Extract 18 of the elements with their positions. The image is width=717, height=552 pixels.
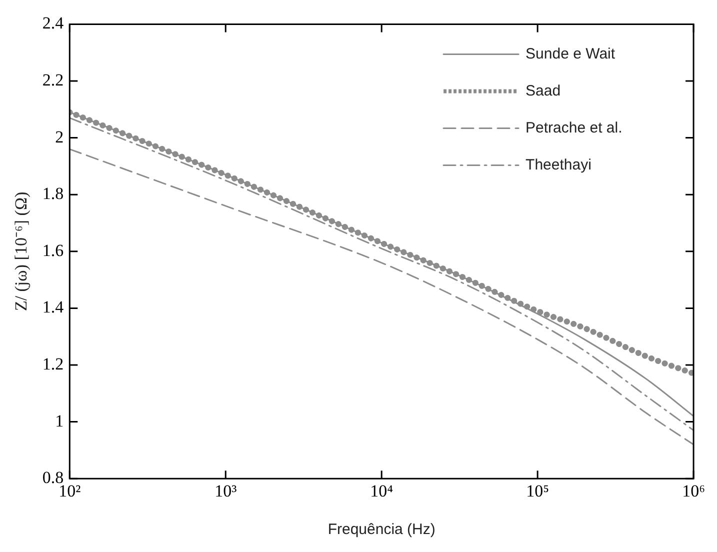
legend-label: Saad bbox=[526, 82, 561, 100]
y-tick-label: 1.6 bbox=[42, 240, 64, 260]
y-tick-label: 1.2 bbox=[42, 354, 64, 374]
y-tick-label: 2.2 bbox=[42, 70, 64, 90]
x-tick-label: 10⁵ bbox=[526, 481, 550, 500]
y-tick-label: 1.8 bbox=[42, 184, 64, 204]
legend-label: Sunde e Wait bbox=[526, 45, 616, 62]
x-tick-label: 10⁶ bbox=[682, 481, 706, 500]
y-tick-label: 2 bbox=[55, 127, 64, 146]
x-tick-label: 10³ bbox=[214, 481, 237, 500]
x-tick-label: 10⁴ bbox=[370, 481, 394, 500]
legend-label: Petrache et al. bbox=[526, 119, 622, 136]
y-tick-label: 2.4 bbox=[42, 14, 64, 33]
y-tick-label: 1.4 bbox=[42, 298, 64, 317]
y-tick-label: 1 bbox=[55, 411, 64, 430]
x-axis-title: Frequência (Hz) bbox=[328, 521, 436, 538]
y-axis-title: Z/ (jω) [10⁻⁶] (Ω) bbox=[12, 192, 31, 312]
legend-label: Theethayi bbox=[526, 156, 592, 174]
